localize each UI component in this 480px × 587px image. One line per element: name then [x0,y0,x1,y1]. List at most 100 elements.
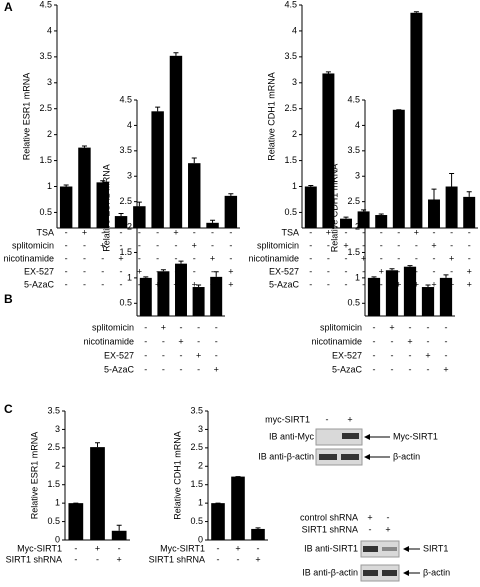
condition-sign: - [427,322,430,332]
y-tick-label: 3.5 [39,51,52,61]
condition-sign: + [414,227,419,237]
y-tick-label: 2.5 [47,442,60,452]
error-bar [81,145,87,148]
condition-label: 5-AzaC [269,279,300,289]
condition-label: splitomicin [320,322,362,332]
condition-sign: + [467,279,472,289]
y-tick-label: 3 [55,424,60,434]
condition-sign: - [415,253,418,263]
bar [90,447,105,540]
condition-sign: - [65,227,68,237]
condition-sign: - [101,279,104,289]
condition-sign: + [443,364,448,374]
y-tick-label: 0.5 [284,207,297,217]
blot-row-label: IB anti-β-actin [258,451,314,461]
y-tick-label: 3.5 [190,405,203,415]
condition-sign: - [138,279,141,289]
condition-sign: - [83,266,86,276]
error-bar [425,284,431,288]
error-bar [210,219,216,223]
condition-label: EX-527 [24,266,54,276]
condition-sign: - [309,253,312,263]
condition-sign: - [229,253,232,263]
condition-sign: - [120,227,123,237]
condition-sign: - [309,266,312,276]
condition-sign: - [362,240,365,250]
condition-sign: - [174,253,177,263]
bar [133,206,146,228]
bar-chart: 0.5 1 1.5 2 2.5 3 3.5 4 4.5 Relative CDH1 mRNA spl… [311,94,455,374]
y-tick-label: 3.5 [119,145,132,155]
arrow-head [403,546,409,552]
condition-sign: - [397,227,400,237]
condition-sign: + [192,279,197,289]
error-bar [160,269,166,272]
bar [157,271,170,316]
bar-chart: 0.5 1 1.5 2 2.5 3 3.5 4 4.5 Relative ESR1 mRNA TSA… [3,0,240,289]
error-bar [136,201,142,207]
y-tick-label: 2 [47,129,52,139]
bar [340,218,352,228]
condition-sign: - [468,253,471,263]
bar [357,211,370,228]
panel-label: C [4,402,13,416]
y-tick-label: 4 [127,120,132,130]
condition-sign: + [214,364,219,374]
condition-sign: - [144,336,147,346]
condition-sign: - [138,227,141,237]
condition-sign: - [427,364,430,374]
bar [59,186,73,228]
y-tick-label: 1.5 [347,247,360,257]
bar [375,215,388,228]
panel-label: B [4,292,13,306]
western-blot: control shRNA + - SIRT1 shRNA - + IB ant… [300,512,450,582]
bar [322,73,335,228]
condition-sign: - [373,336,376,346]
blot-row-label: IB anti-Myc [269,431,315,441]
condition-sign: - [120,266,123,276]
bar [211,503,225,540]
blot-strip [360,564,400,582]
condition-sign: - [138,240,141,250]
condition-label: SIRT1 shRNA [149,554,205,564]
condition-sign: - [433,253,436,263]
error-bar [116,524,122,531]
condition-sign: - [380,240,383,250]
condition-sign: - [380,227,383,237]
error-bar [389,268,395,271]
condition-sign: + [178,336,183,346]
condition-sign: + [228,279,233,289]
blot-sign: + [385,524,390,534]
blot-header: myc-SIRT1 [265,414,310,424]
y-axis-label: Relative ESR1 mRNA [101,164,111,252]
error-bar [443,274,449,278]
condition-sign: - [373,364,376,374]
blot-sign: - [387,512,390,522]
condition-sign: - [138,253,141,263]
condition-sign: - [380,253,383,263]
condition-sign: - [445,336,448,346]
condition-label: splitomicin [12,240,54,250]
condition-sign: - [309,279,312,289]
error-bar [191,157,197,164]
condition-sign: + [379,266,384,276]
condition-sign: - [450,240,453,250]
condition-sign: - [215,322,218,332]
condition-sign: - [83,253,86,263]
condition-sign: - [217,543,220,553]
condition-sign: - [197,322,200,332]
y-tick-label: 0.5 [47,516,60,526]
bar [78,147,91,228]
condition-sign: - [193,266,196,276]
condition-sign: - [397,253,400,263]
y-tick-label: 2.5 [284,103,297,113]
condition-sign: + [396,279,401,289]
condition-sign: - [211,266,214,276]
bar [96,182,109,228]
condition-label: EX-527 [269,266,299,276]
blot-band-label: β-actin [423,567,450,577]
condition-sign: + [118,253,123,263]
condition-sign: - [211,227,214,237]
blot-band [319,454,337,460]
bar [151,111,164,228]
